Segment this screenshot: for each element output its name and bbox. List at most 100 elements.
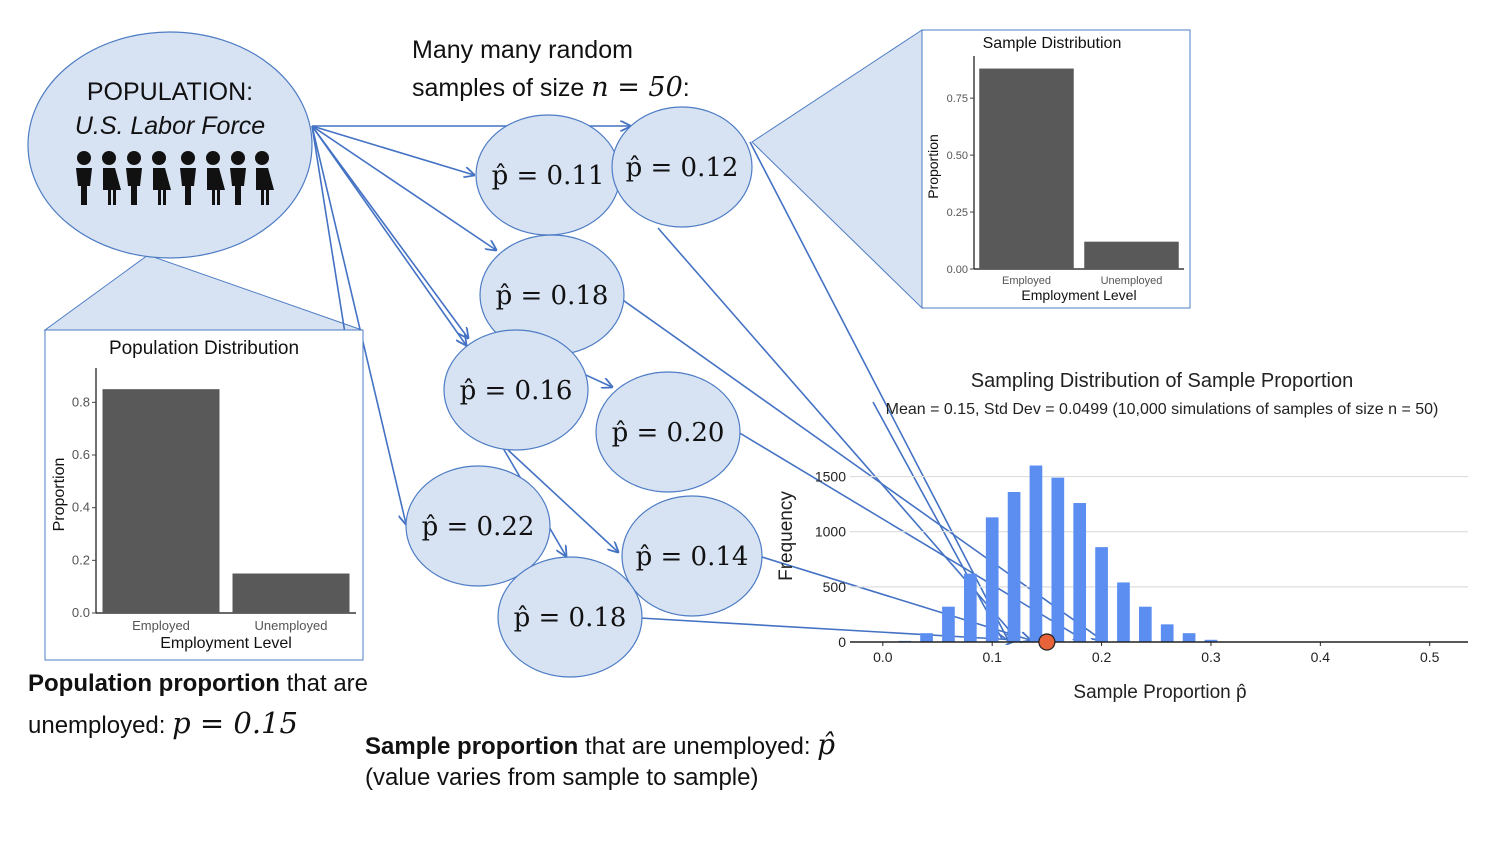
x-tick-label: Unemployed [1101,275,1163,287]
y-axis-label: Frequency [776,491,797,581]
x-axis-label: Employment Level [160,635,292,652]
distribution-arrow [657,227,1018,640]
sampling-distribution-chart: Sampling Distribution of Sample Proporti… [776,370,1468,703]
person-icon [126,151,142,205]
samples-heading-n: n = 50 [591,72,683,103]
person-icon [76,151,92,205]
sample-proportion-rest: that are unemployed: [578,733,818,760]
population-proportion-bold: Population proportion [28,670,280,697]
population-callout [43,254,363,331]
samples-heading-line1: Many many random [412,36,633,64]
x-tick-label: Employed [1002,275,1051,287]
y-tick-label: 0.4 [72,500,90,515]
distribution-arrow [737,431,1084,640]
sample-proportion-note: (value varies from sample to sample) [365,764,759,791]
sample-node: p̂ = 0.11 [475,114,621,236]
histogram-bar [1204,639,1218,642]
samples-heading-line2: samples of size n = 50: [412,72,690,103]
x-axis-label: Employment Level [1021,287,1136,303]
sample-phat-label: p̂ = 0.22 [422,512,535,542]
sample-proportion-bold: Sample proportion [365,733,579,760]
chart-title: Population Distribution [109,338,299,359]
distribution-arrow [639,617,1016,640]
histogram-bar [985,517,999,642]
y-axis-label: Proportion [51,458,68,532]
fan-arrow [311,125,406,524]
y-axis-label: Proportion [925,134,941,199]
fan-arrow [311,125,474,175]
chart-bar [102,389,220,613]
population-proportion-text: Population proportion that are [28,670,368,698]
distribution-arrow [749,141,1008,640]
person-icon [180,151,196,205]
chart-bar [979,68,1074,269]
sample-callout [751,29,923,310]
histogram-bar [1182,633,1196,642]
sample-chart: Sample Distribution 0.00 0.25 0.50 0.75 Emplo… [925,35,1184,303]
x-tick-label: 0.2 [1092,649,1112,665]
fan-arrow [311,125,468,338]
x-axis-label: Sample Proportion p̂ [1073,682,1246,703]
histogram-bar [1073,503,1087,642]
person-icon [255,151,274,205]
histogram-bar [1051,477,1065,642]
x-tick-label: 0.0 [873,649,893,665]
histogram-bar [1095,547,1108,642]
population-label: POPULATION: [86,78,254,106]
sample-phat-label: p̂ = 0.18 [496,281,609,311]
chart-bar [232,573,350,613]
y-tick-label: 500 [823,579,847,595]
population-proportion-line2: unemployed: p = 0.15 [28,706,298,740]
y-tick-label: 0.50 [947,150,968,162]
sample-proportion-text: Sample proportion that are unemployed: p… [365,728,835,761]
histogram-bar [1007,491,1021,642]
chart-title: Sampling Distribution of Sample Proporti… [971,370,1353,392]
population-proportion-value: p = 0.15 [172,706,298,740]
y-tick-label: 0.00 [947,264,968,276]
samples-heading-text: samples of size [412,74,592,102]
x-tick-label: 0.1 [982,649,1002,665]
sample-phat-label: p̂ = 0.20 [612,418,725,448]
samples-heading-colon: : [682,74,690,102]
x-tick-label: 0.4 [1311,649,1331,665]
population-proportion-unemployed: unemployed: [28,712,173,739]
distribution-arrow [872,401,1003,640]
sample-phat-label: p̂ = 0.14 [636,542,749,572]
y-tick-label: 0.8 [72,394,90,409]
population-chart: Population Distribution 0.0 0.2 0.4 0.6 0.8 Em… [51,338,356,652]
population-node [27,31,313,259]
sample-node: p̂ = 0.14 [621,495,763,617]
sample-node: p̂ = 0.22 [405,465,551,587]
sample-phat-label: p̂ = 0.16 [460,376,573,406]
chart-subtitle: Mean = 0.15, Std Dev = 0.0499 (10,000 si… [886,401,1439,418]
person-icon [206,151,225,205]
x-tick-label: Unemployed [255,618,328,633]
sample-node: p̂ = 0.20 [595,371,741,493]
histogram-bar [1138,606,1152,642]
sample-phat-label: p̂ = 0.18 [514,603,627,633]
histogram-bar [963,573,977,642]
population-proportion-rest: that are [279,670,369,697]
sample-node: p̂ = 0.18 [497,556,643,678]
person-icon [102,151,121,205]
histogram-bar [942,606,955,642]
distribution-arrow [619,297,1102,640]
histogram-bar [1029,465,1043,642]
y-tick-label: 0 [838,634,846,650]
y-tick-label: 1500 [815,469,846,485]
person-icon [230,151,246,205]
fan-arrow [507,449,618,552]
people-icon [76,151,274,205]
y-tick-label: 0.0 [72,605,90,620]
x-tick-label: 0.5 [1420,649,1440,665]
distribution-arrow [761,556,1030,640]
y-tick-label: 0.25 [947,207,968,219]
histogram-bar [920,633,933,642]
sample-proportion-phat: p̂ [817,728,836,761]
histogram-bar [1160,624,1174,642]
fan-arrow [311,125,496,250]
y-tick-label: 0.6 [72,447,90,462]
y-tick-label: 1000 [815,524,846,540]
sample-node: p̂ = 0.12 [611,106,753,228]
